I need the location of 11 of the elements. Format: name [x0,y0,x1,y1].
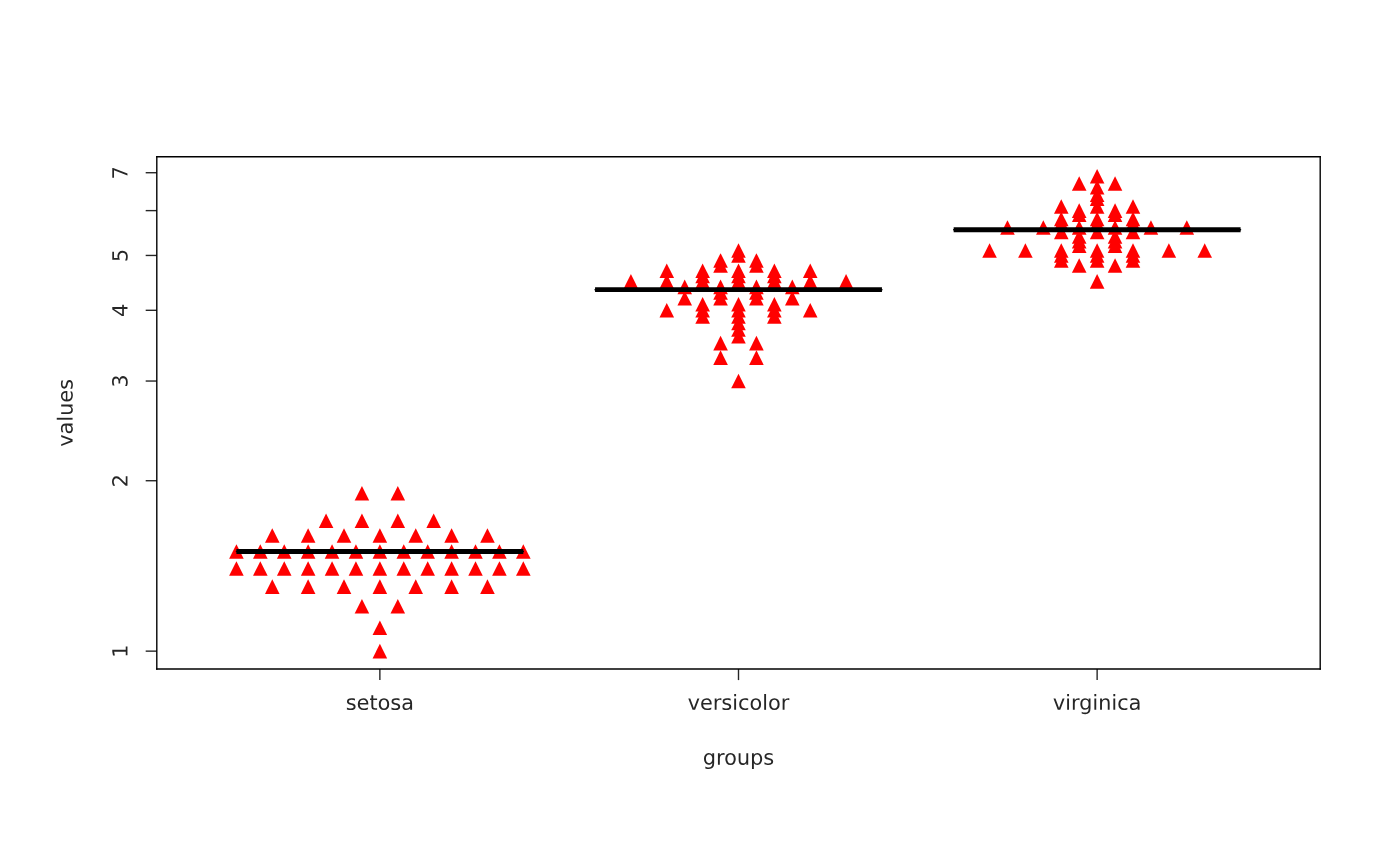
x-axis-title: groups [703,753,774,770]
y-tick-label: 1 [112,646,128,656]
y-tick-label: 3 [112,376,128,387]
x-tick-label: setosa [346,695,413,711]
x-tick-label: virginica [1053,693,1140,715]
y-tick-label: 2 [112,476,128,486]
y-tick-label: 7 [112,167,128,178]
y-axis-title: values [56,380,73,447]
x-tick-label: versicolor [688,693,790,711]
y-tick-label: 5 [112,250,128,261]
y-tick-label: 4 [112,304,128,316]
